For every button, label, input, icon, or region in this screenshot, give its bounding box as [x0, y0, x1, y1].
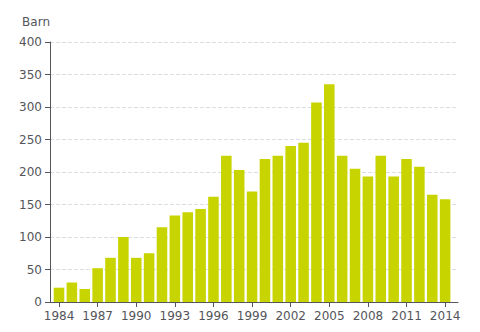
svg-text:350: 350 — [19, 68, 42, 82]
svg-text:100: 100 — [19, 230, 42, 244]
svg-text:200: 200 — [19, 165, 42, 179]
svg-text:2008: 2008 — [353, 309, 384, 323]
svg-text:1987: 1987 — [82, 309, 113, 323]
svg-text:2014: 2014 — [430, 309, 461, 323]
svg-text:250: 250 — [19, 133, 42, 147]
svg-text:Barn: Barn — [22, 15, 50, 29]
svg-text:1993: 1993 — [160, 309, 191, 323]
svg-text:50: 50 — [27, 263, 42, 277]
svg-text:2002: 2002 — [275, 309, 306, 323]
svg-text:2005: 2005 — [314, 309, 345, 323]
svg-text:150: 150 — [19, 198, 42, 212]
svg-text:300: 300 — [19, 100, 42, 114]
svg-text:0: 0 — [34, 295, 42, 309]
svg-text:1984: 1984 — [44, 309, 75, 323]
svg-text:1999: 1999 — [237, 309, 268, 323]
svg-text:1990: 1990 — [121, 309, 152, 323]
svg-text:2011: 2011 — [391, 309, 422, 323]
svg-text:400: 400 — [19, 35, 42, 49]
svg-text:1996: 1996 — [198, 309, 229, 323]
